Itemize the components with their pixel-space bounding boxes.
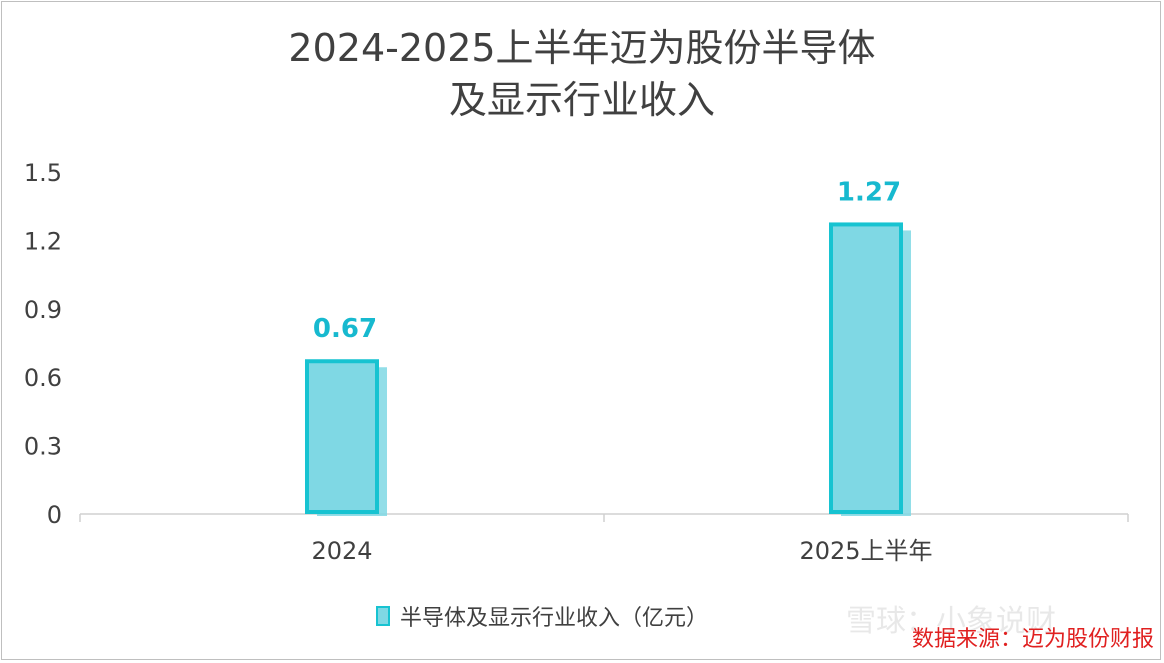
source-note: 数据来源：迈为股份财报: [911, 627, 1154, 652]
y-tick-label: 0.9: [24, 296, 62, 324]
x-tick-label: 2024: [311, 537, 372, 565]
y-tick-label: 1.2: [24, 227, 62, 255]
legend-label: 半导体及显示行业收入（亿元）: [400, 606, 709, 631]
watermark: 雪球：小象说财: [846, 604, 1056, 639]
chart-title: 2024-2025上半年迈为股份半导体 及显示行业收入: [0, 22, 1164, 126]
bar: [831, 224, 901, 512]
y-tick-label: 0.6: [24, 364, 62, 392]
chart-title-line-1: 2024-2025上半年迈为股份半导体: [288, 26, 876, 70]
bar: [307, 361, 377, 512]
chart-title-line-2: 及显示行业收入: [448, 78, 715, 122]
legend: 半导体及显示行业收入（亿元）: [376, 600, 708, 632]
legend-swatch: [376, 606, 390, 626]
y-tick-label: 0.3: [24, 433, 62, 461]
bar-outline: [829, 222, 903, 514]
y-tick-label: 1.5: [24, 159, 62, 187]
y-tick-label: 0: [47, 501, 62, 529]
data-label: 0.67: [313, 314, 377, 344]
bar-outline: [305, 359, 379, 514]
data-label: 1.27: [837, 177, 901, 207]
x-tick-label: 2025上半年: [799, 537, 932, 565]
